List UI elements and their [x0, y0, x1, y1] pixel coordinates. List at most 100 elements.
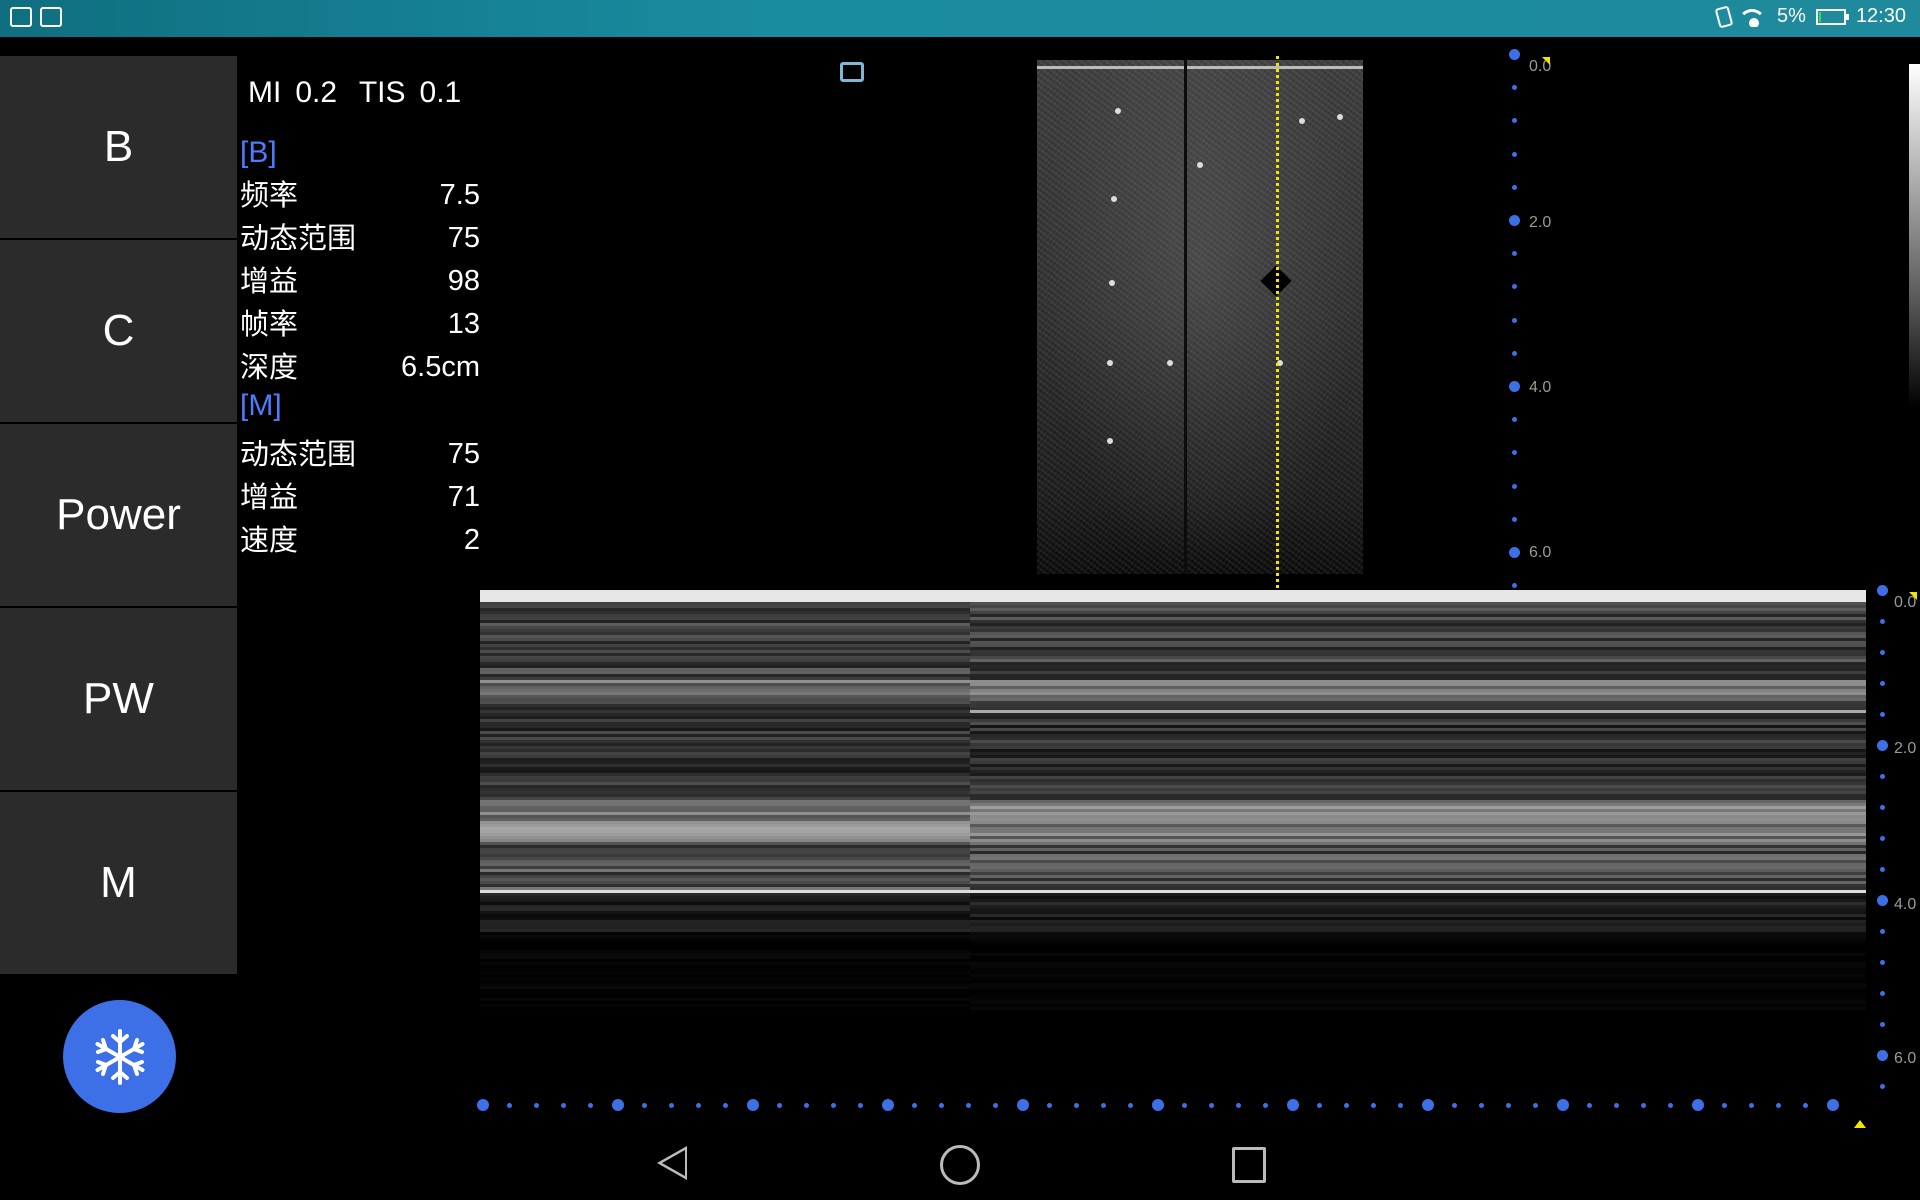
time-minor-tick	[1533, 1103, 1538, 1108]
m-line-cursor[interactable]	[1276, 56, 1279, 588]
mi-tis-readout: MI 0.2 TIS 0.1	[248, 76, 480, 120]
time-minor-tick	[1803, 1103, 1808, 1108]
depth-label: 6.0	[1529, 544, 1551, 562]
clock: 12:30	[1856, 5, 1906, 28]
time-minor-tick	[696, 1103, 701, 1108]
depth-minor-tick	[1512, 152, 1517, 157]
depth-major-tick	[1509, 49, 1520, 60]
param-row: 增益 98	[240, 260, 480, 303]
depth-label: 2.0	[1529, 214, 1551, 232]
echo-speck	[1197, 162, 1203, 168]
mode-c-button[interactable]: C	[0, 240, 237, 422]
depth-major-tick	[1509, 547, 1520, 558]
tis-label: TIS	[359, 76, 406, 109]
depth-minor-tick	[1880, 960, 1885, 965]
mode-m-button[interactable]: M	[0, 792, 237, 974]
time-major-tick	[1287, 1099, 1299, 1111]
depth-major-tick	[1509, 215, 1520, 226]
battery-percent: 5%	[1777, 5, 1806, 28]
depth-minor-tick	[1880, 836, 1885, 841]
recent-square-icon[interactable]	[1232, 1147, 1266, 1183]
depth-minor-tick	[1880, 650, 1885, 655]
time-minor-tick	[1452, 1103, 1457, 1108]
echo-band	[480, 1007, 970, 1010]
freeze-button[interactable]	[63, 1000, 176, 1113]
depth-major-tick	[1877, 585, 1888, 596]
echo-speck	[1111, 196, 1117, 202]
time-minor-tick	[1236, 1103, 1241, 1108]
time-minor-tick	[1344, 1103, 1349, 1108]
depth-minor-tick	[1512, 85, 1517, 90]
time-minor-tick	[777, 1103, 782, 1108]
time-minor-tick	[507, 1103, 512, 1108]
depth-minor-tick	[1512, 583, 1517, 588]
depth-label: 4.0	[1894, 896, 1916, 914]
depth-minor-tick	[1512, 185, 1517, 190]
system-nav-bar	[0, 1126, 1920, 1200]
depth-minor-tick	[1880, 867, 1885, 872]
param-label: 帧率	[240, 303, 298, 346]
param-value: 75	[448, 433, 480, 476]
depth-minor-tick	[1880, 805, 1885, 810]
param-row: 频率 7.5	[240, 174, 480, 217]
mode-b-button[interactable]: B	[0, 56, 237, 238]
echo-band	[970, 1007, 1866, 1010]
depth-minor-tick	[1880, 681, 1885, 686]
time-major-tick	[1692, 1099, 1704, 1111]
depth-minor-tick	[1512, 118, 1517, 123]
time-minor-tick	[1668, 1103, 1673, 1108]
time-major-tick	[1557, 1099, 1569, 1111]
time-minor-tick	[1101, 1103, 1106, 1108]
time-major-tick	[1422, 1099, 1434, 1111]
time-major-tick	[882, 1099, 894, 1111]
car-notification-icon	[10, 7, 32, 27]
param-row: 增益 71	[240, 476, 480, 519]
snowflake-icon	[90, 1027, 150, 1087]
time-minor-tick	[561, 1103, 566, 1108]
time-minor-tick	[1263, 1103, 1268, 1108]
gray-map-bar	[1909, 64, 1920, 408]
mode-pw-button[interactable]: PW	[0, 608, 237, 790]
depth-minor-tick	[1512, 251, 1517, 256]
needle-artifact	[1184, 60, 1187, 574]
depth-minor-tick	[1512, 450, 1517, 455]
time-minor-tick	[1506, 1103, 1511, 1108]
tis-value: 0.1	[420, 76, 462, 109]
echo-speck	[1167, 360, 1173, 366]
m-depth-scale: 0.0 2.0 4.0 6.0	[1876, 588, 1920, 1088]
time-minor-tick	[588, 1103, 593, 1108]
time-minor-tick	[1479, 1103, 1484, 1108]
echo-speck	[1337, 114, 1343, 120]
time-minor-tick	[642, 1103, 647, 1108]
parameter-panel: MI 0.2 TIS 0.1 [B] 频率 7.5 动态范围 75 增益 98 帧率 13 …	[240, 76, 480, 562]
m-mode-trace[interactable]	[480, 590, 1866, 1010]
param-label: 频率	[240, 174, 298, 217]
time-minor-tick	[1776, 1103, 1781, 1108]
time-minor-tick	[669, 1103, 674, 1108]
param-row: 动态范围 75	[240, 217, 480, 260]
echo-speck	[1107, 360, 1113, 366]
depth-minor-tick	[1512, 318, 1517, 323]
frame-icon[interactable]	[840, 62, 864, 82]
depth-label: 6.0	[1894, 1050, 1916, 1068]
depth-major-tick	[1509, 381, 1520, 392]
time-minor-tick	[1317, 1103, 1322, 1108]
b-section-title: [B]	[240, 136, 480, 174]
time-major-tick	[1017, 1099, 1029, 1111]
back-triangle-icon[interactable]	[657, 1146, 687, 1180]
mode-panel: B C Power PW M	[0, 56, 237, 976]
echo-speck	[1107, 438, 1113, 444]
time-major-tick	[612, 1099, 624, 1111]
depth-minor-tick	[1512, 484, 1517, 489]
mode-power-button[interactable]: Power	[0, 424, 237, 606]
depth-minor-tick	[1512, 417, 1517, 422]
param-value: 71	[448, 476, 480, 519]
time-minor-tick	[966, 1103, 971, 1108]
depth-minor-tick	[1880, 1022, 1885, 1027]
echo-speck	[1299, 118, 1305, 124]
home-circle-icon[interactable]	[940, 1145, 980, 1185]
time-major-tick	[1152, 1099, 1164, 1111]
time-minor-tick	[1587, 1103, 1592, 1108]
mi-value: 0.2	[295, 76, 337, 109]
b-mode-image[interactable]	[1037, 60, 1363, 574]
